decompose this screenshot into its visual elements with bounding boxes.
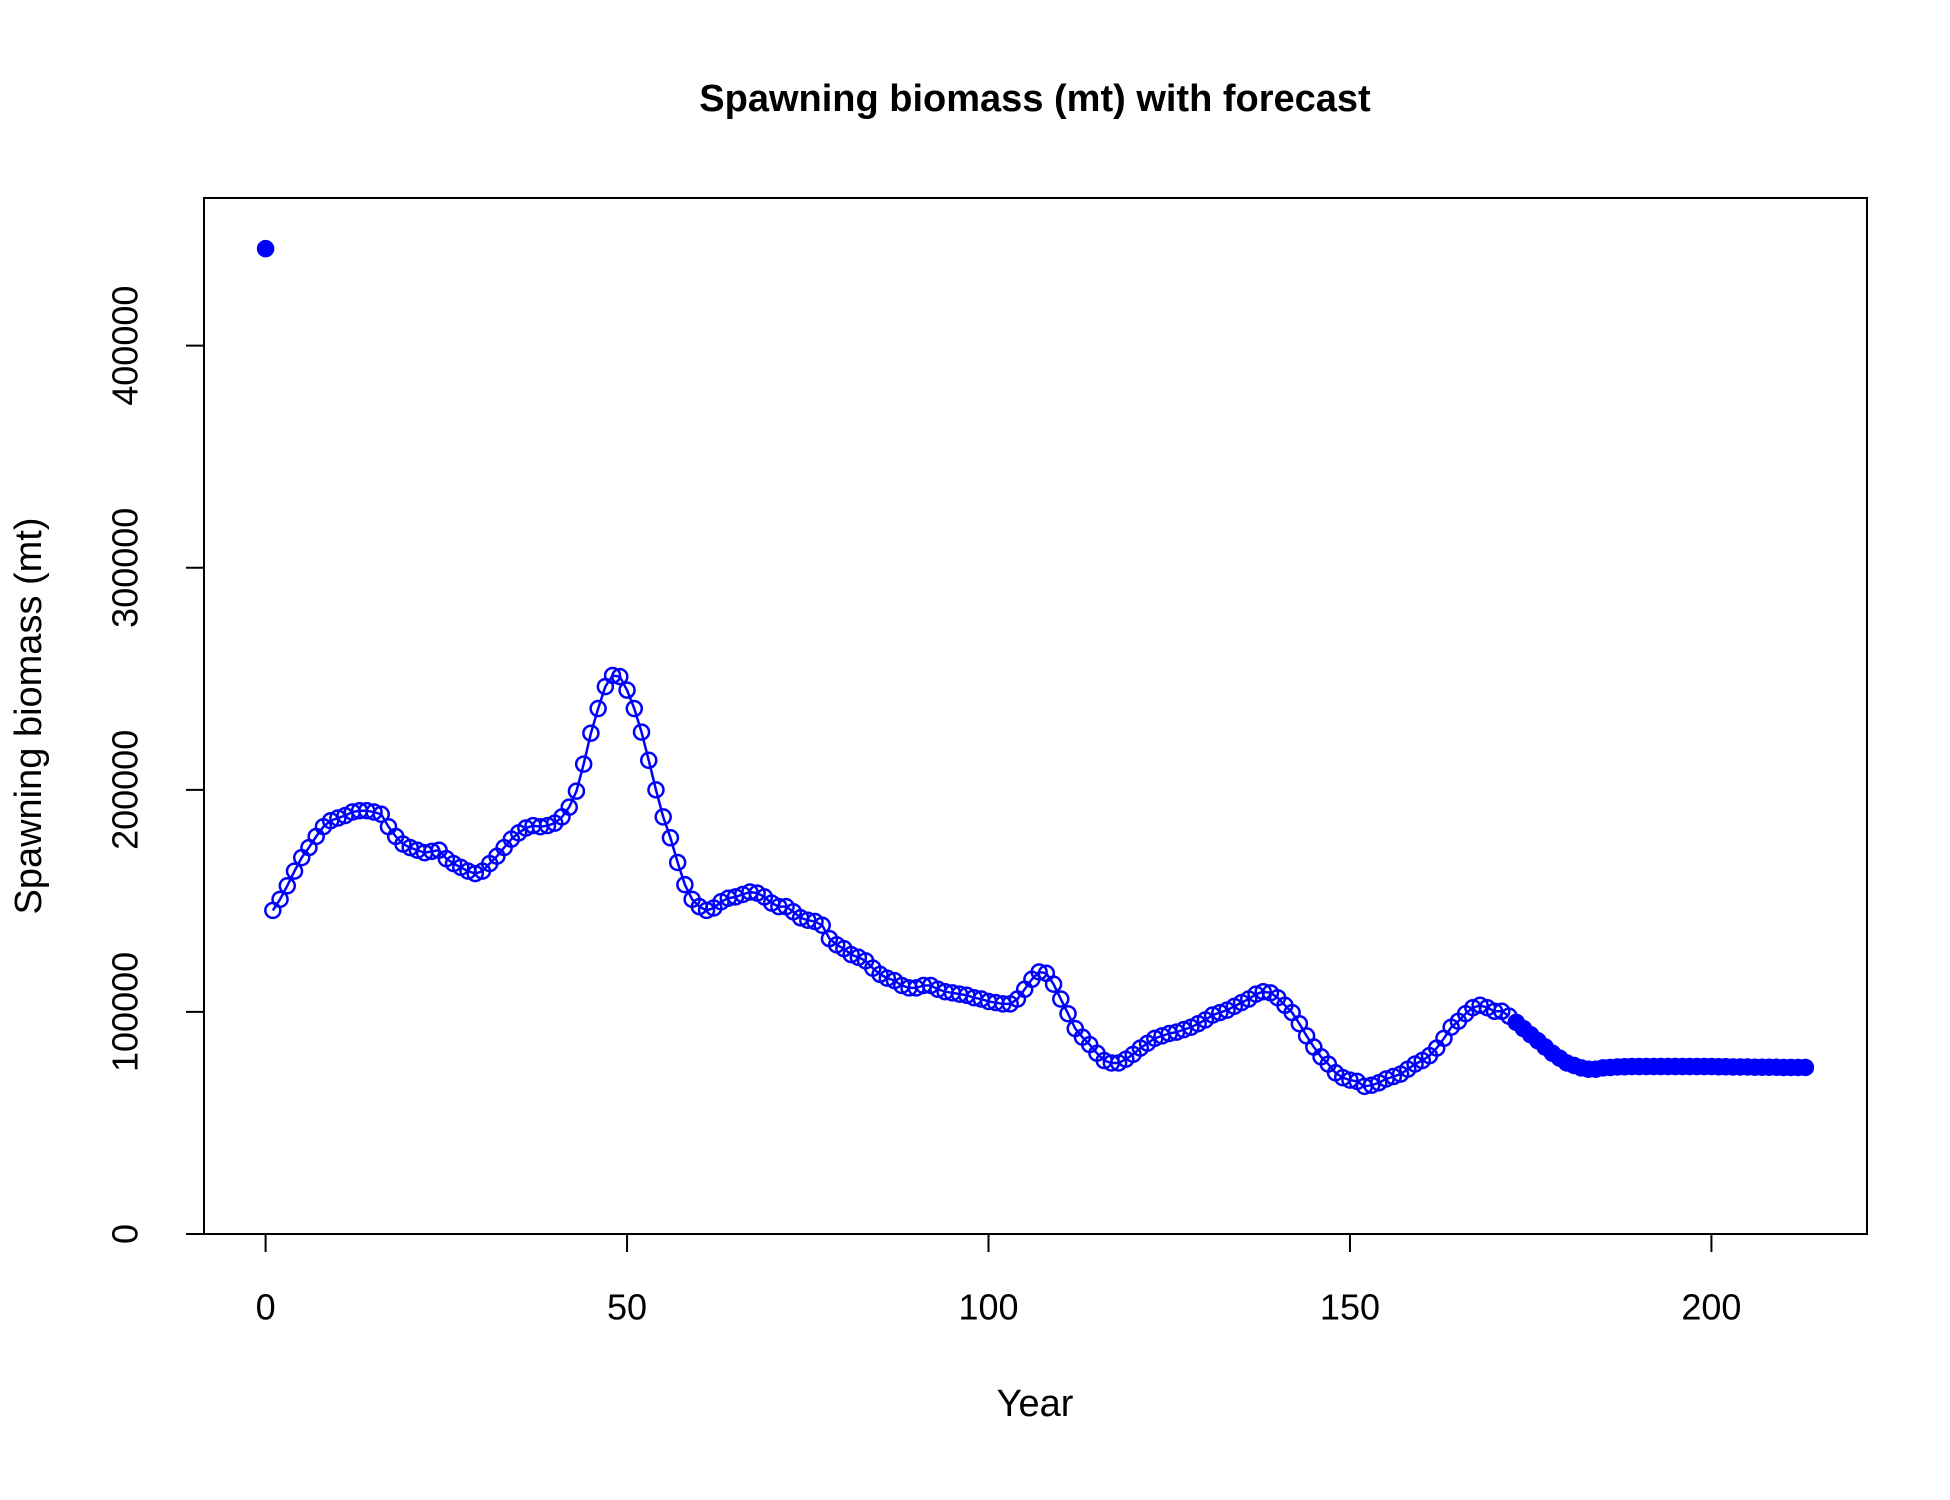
data-point — [1471, 996, 1489, 1015]
data-point — [813, 916, 831, 935]
data-point — [560, 798, 578, 816]
data-point — [611, 667, 629, 686]
data-point — [676, 875, 694, 894]
y-tick-label: 0 — [105, 1224, 146, 1244]
data-point — [654, 808, 672, 826]
y-tick-label: 100000 — [105, 952, 146, 1072]
data-point — [632, 723, 651, 741]
y-tick-label: 300000 — [105, 508, 146, 628]
data-point — [256, 239, 275, 258]
data-point — [1211, 1003, 1229, 1022]
data-point — [567, 782, 586, 800]
x-tick-label: 100 — [958, 1287, 1018, 1328]
chart-title: Spawning biomass (mt) with forecast — [699, 78, 1371, 120]
data-point — [538, 816, 557, 835]
x-axis-label: Year — [997, 1383, 1074, 1425]
data-point — [618, 681, 636, 699]
data-point — [661, 829, 680, 847]
y-tick-label: 400000 — [105, 286, 146, 406]
data-point — [285, 862, 304, 880]
data-point — [1052, 990, 1070, 1008]
data-point — [639, 751, 658, 770]
x-tick-label: 0 — [256, 1287, 276, 1328]
data-point — [1384, 1067, 1403, 1086]
data-point — [1362, 1076, 1381, 1094]
data-point — [1044, 975, 1063, 993]
data-point — [365, 803, 383, 821]
data-point — [278, 877, 297, 895]
data-point — [1796, 1058, 1815, 1077]
data-point — [466, 864, 484, 883]
data-point — [1030, 963, 1048, 981]
data-point — [423, 842, 441, 861]
data-point — [1341, 1071, 1359, 1089]
data-point — [647, 781, 665, 799]
data-point — [668, 853, 687, 872]
data-point — [329, 809, 347, 827]
data-point — [372, 805, 391, 824]
y-tick-label: 200000 — [105, 730, 146, 850]
data-point — [1059, 1004, 1077, 1023]
data-point — [878, 969, 897, 987]
data-point — [1254, 982, 1272, 1001]
x-tick-label: 50 — [607, 1287, 647, 1328]
data-point — [1174, 1020, 1193, 1039]
data-point — [574, 755, 593, 773]
data-point — [271, 890, 289, 909]
y-axis-label: Spawning biomass (mt) — [8, 517, 50, 914]
data-point — [697, 901, 716, 920]
data-point — [589, 699, 607, 718]
x-tick-label: 200 — [1681, 1287, 1741, 1328]
x-tick-label: 150 — [1320, 1287, 1380, 1328]
data-point — [603, 666, 622, 685]
data-point — [625, 699, 644, 718]
data-point — [582, 724, 600, 742]
